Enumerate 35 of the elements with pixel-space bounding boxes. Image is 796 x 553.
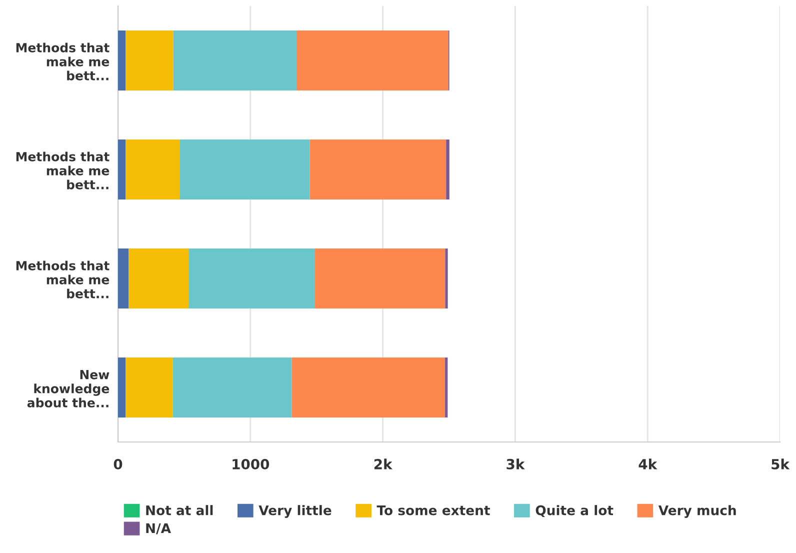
y-tick-label: Methods that make me bett... <box>16 152 110 190</box>
x-tick-label: 0 <box>114 458 122 470</box>
y-tick-label: Methods that make me bett... <box>16 42 110 80</box>
bar <box>188 248 316 308</box>
legend-label: To some extent <box>376 505 490 516</box>
legend-label: N/A <box>146 523 171 534</box>
bar <box>296 30 448 90</box>
bar <box>173 30 296 90</box>
bar <box>315 248 446 308</box>
bar <box>118 140 126 200</box>
legend-label: Not at all <box>146 505 213 516</box>
y-tick-label: Methods that make me bett... <box>16 260 110 298</box>
x-tick-label: 2k <box>374 458 393 470</box>
bar <box>310 140 446 200</box>
bar <box>172 358 292 418</box>
y-tick-label: New knowledge about the... <box>27 370 110 408</box>
bar <box>180 140 310 200</box>
x-tick-label: 4k <box>638 458 658 470</box>
x-tick-label: 1000 <box>232 458 270 470</box>
bar <box>118 30 126 90</box>
bar <box>118 358 126 418</box>
x-tick-label: 5k <box>772 458 790 470</box>
bar <box>126 140 180 200</box>
bar <box>128 248 189 308</box>
legend-label: Quite a lot <box>536 505 614 518</box>
bar <box>126 30 174 90</box>
legend-label: Very little <box>258 505 332 518</box>
bar <box>445 248 448 308</box>
bar <box>292 358 446 418</box>
bar <box>118 248 129 308</box>
bar <box>446 140 450 200</box>
x-tick-label: 3k <box>506 458 525 470</box>
bar <box>126 358 173 418</box>
legend-label: Very much <box>658 505 736 518</box>
bar <box>445 358 448 418</box>
